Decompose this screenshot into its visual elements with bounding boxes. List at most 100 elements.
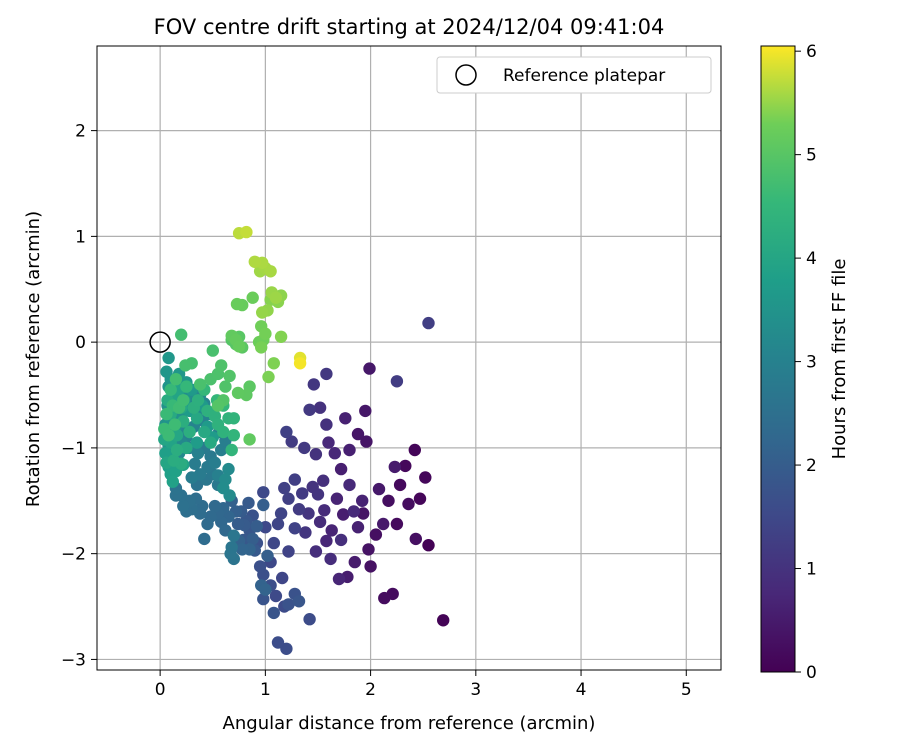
scatter-point [276,571,289,585]
scatter-point [274,330,288,343]
scatter-point [288,473,301,486]
scatter-point [236,543,249,556]
scatter-point [299,526,312,539]
scatter-point [271,517,285,531]
scatter-point [198,532,211,546]
scatter-point [280,425,293,439]
colorbar-tick-label: 6 [806,42,817,62]
scatter-point [282,545,295,558]
scatter-point [198,425,211,439]
scatter-point [296,487,309,500]
scatter-point [356,494,369,507]
colorbar-label: Hours from first FF file [829,259,850,460]
scatter-point [343,478,356,492]
scatter-point [160,407,173,421]
scatter-point [217,481,230,495]
scatter-point [332,572,346,586]
scatter-point [269,589,283,603]
scatter-point [274,507,288,520]
scatter-point [223,369,236,383]
scatter-point [360,435,373,448]
y-axis-ticks: −3 −2 −1 0 1 2 [61,122,97,670]
scatter-point [179,359,192,372]
scatter-point [317,474,330,487]
scatter-point [230,297,244,311]
scatter-point [211,399,225,412]
scatter-point [377,517,390,531]
legend-marker [455,64,477,86]
scatter-point [303,613,316,626]
scatter-point [170,443,184,457]
x-tick-label: 5 [681,680,692,700]
y-tick-label: −1 [61,439,86,459]
scatter-point [337,508,350,521]
scatter-point [242,496,255,510]
x-tick-label: 1 [260,680,271,700]
scatter-point [328,447,341,460]
scatter-point [408,443,421,457]
scatter-point [388,460,401,474]
scatter-point [322,436,335,449]
scatter-point [225,541,238,554]
plot-area [96,45,722,671]
scatter-point [285,435,298,448]
scatter-point [225,443,238,457]
scatter-point [206,344,219,357]
scatter-point [269,291,283,304]
scatter-point [271,636,285,649]
scatter-point [348,555,361,569]
scatter-point [288,522,301,535]
colorbar-tick-label: 3 [806,353,817,373]
scatter-point [250,520,264,533]
colorbar-tick-label: 5 [806,146,817,166]
scatter-point [325,524,338,537]
scatter-point [246,291,259,304]
scatter-point [159,447,172,460]
scatter-point [257,486,270,499]
colorbar: 0 1 2 3 4 5 6 Hours from first FF file [760,42,850,683]
scatter-point [177,499,190,513]
scatter-point [201,517,214,531]
scatter-point [311,488,325,501]
scatter-point [185,471,198,484]
scatter-point [180,380,193,393]
scatter-point [399,459,412,473]
scatter-point [402,497,415,511]
scatter-point [180,441,193,455]
x-tick-label: 0 [155,680,166,700]
legend: Reference platepar [436,56,712,94]
colorbar-tick-label: 4 [806,249,817,269]
scatter-point [372,482,386,496]
scatter-point [162,351,175,365]
x-axis-ticks: 0 1 2 3 4 5 [155,670,692,700]
scatter-point [227,429,240,442]
colorbar-tick-label: 1 [806,560,817,580]
scatter-point [302,507,315,520]
scatter-point [243,433,256,446]
scatter-point [357,507,370,520]
scatter-point [253,560,267,573]
reference-platepar-marker [149,331,171,353]
scatter-point [190,412,204,425]
scatter-point [175,328,188,341]
scatter-point [217,425,230,439]
scatter-point [413,492,427,505]
scatter-point [278,481,291,495]
scatter-point [160,365,173,378]
scatter-point [227,529,240,542]
scatter-point [309,448,323,461]
scatter-point [364,560,377,573]
scatter-point [318,504,331,517]
scatter-point [177,394,190,407]
scatter-point [378,591,391,605]
scatter-point [422,316,435,330]
scatter-point [393,478,407,492]
colorbar-ticks: 0 1 2 3 4 5 6 [795,42,817,683]
x-axis-label: Angular distance from reference (arcmin) [223,713,596,734]
scatter-points [158,225,450,655]
scatter-point [168,418,182,431]
scatter-point [204,436,217,449]
scatter-point [162,429,175,442]
scatter-point [292,503,306,516]
scatter-point [320,367,333,381]
